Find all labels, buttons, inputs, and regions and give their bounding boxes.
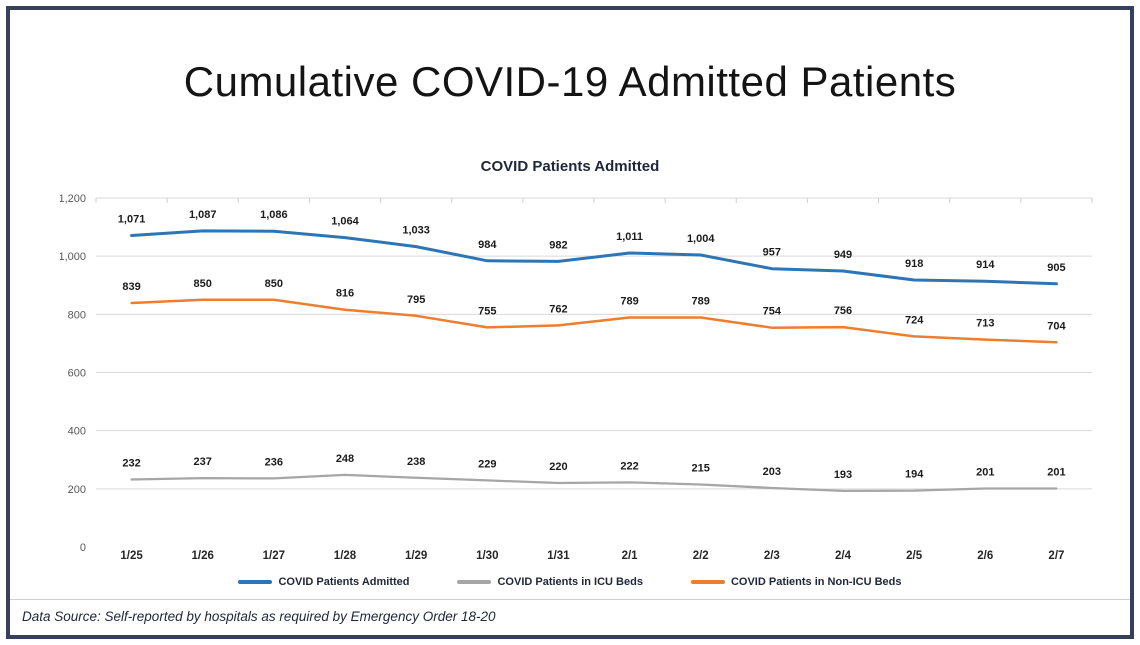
data-source-note: Data Source: Self-reported by hospitals … <box>10 599 1130 635</box>
data-label: 237 <box>194 456 212 468</box>
y-axis-tick-label: 600 <box>68 368 86 380</box>
data-label: 839 <box>122 281 140 293</box>
legend-item: COVID Patients Admitted <box>238 576 409 588</box>
data-label: 220 <box>549 461 567 473</box>
y-axis-tick-label: 1,200 <box>60 193 86 205</box>
series-line <box>130 229 1058 286</box>
data-label: 704 <box>1047 320 1066 332</box>
data-label: 248 <box>336 453 354 465</box>
data-label: 850 <box>194 278 212 290</box>
data-label: 816 <box>336 288 354 300</box>
series-line <box>130 298 1058 344</box>
data-label: 850 <box>265 278 283 290</box>
chart-title: COVID Patients Admitted <box>480 158 660 175</box>
data-label: 724 <box>905 314 924 326</box>
y-axis-tick-label: 1,000 <box>60 251 86 263</box>
chart-legend: COVID Patients Admitted COVID Patients in… <box>10 576 1130 588</box>
data-label: 795 <box>407 294 425 306</box>
data-label: 755 <box>478 305 496 317</box>
data-label: 1,064 <box>331 216 359 228</box>
data-label: 762 <box>549 303 567 315</box>
x-axis-label: 2/2 <box>693 550 709 562</box>
data-label: 984 <box>478 239 497 251</box>
x-axis-label: 2/6 <box>977 550 993 562</box>
x-axis-label: 2/3 <box>764 550 780 562</box>
x-axis-label: 2/4 <box>835 550 852 562</box>
data-label: 1,071 <box>118 214 146 226</box>
x-axis-label: 1/28 <box>334 550 357 562</box>
x-axis-label: 1/30 <box>476 550 498 562</box>
line-chart: 0 200 400 600 800 1,000 1,200 1,071 1,087 1,086 1,… <box>60 193 1093 562</box>
data-label: 232 <box>122 458 140 470</box>
data-label: 1,011 <box>616 231 643 243</box>
data-label: 203 <box>763 466 781 478</box>
data-label: 222 <box>620 460 638 472</box>
data-label: 1,086 <box>260 209 288 221</box>
data-label: 238 <box>407 456 425 468</box>
y-axis-tick-label: 200 <box>68 484 86 496</box>
data-label: 982 <box>549 239 567 251</box>
x-axis-label: 2/1 <box>622 550 639 562</box>
y-axis-tick-label: 400 <box>68 426 86 438</box>
data-label: 905 <box>1047 262 1065 274</box>
y-axis-tick-label: 0 <box>80 542 86 554</box>
data-label: 229 <box>478 458 496 470</box>
page-frame: Cumulative COVID-19 Admitted Patients CO… <box>6 6 1134 639</box>
legend-label: COVID Patients in Non-ICU Beds <box>730 576 902 588</box>
data-label: 957 <box>763 247 781 259</box>
legend-swatch <box>457 580 492 584</box>
legend-item: COVID Patients in ICU Beds <box>457 576 643 588</box>
data-label: 194 <box>905 469 924 481</box>
data-label: 789 <box>692 296 710 308</box>
data-label: 713 <box>976 318 994 330</box>
legend-swatch <box>238 580 273 584</box>
x-axis-label: 1/27 <box>263 550 285 562</box>
data-label: 215 <box>692 462 710 474</box>
data-label: 193 <box>834 469 852 481</box>
series-line <box>130 473 1058 493</box>
x-axis-label: 1/29 <box>405 550 427 562</box>
data-label: 756 <box>834 305 852 317</box>
data-label: 1,087 <box>189 209 217 221</box>
data-label: 236 <box>265 456 283 468</box>
legend-swatch <box>690 580 725 584</box>
legend-label: COVID Patients in ICU Beds <box>497 576 643 588</box>
legend-label: COVID Patients Admitted <box>278 576 410 588</box>
x-axis-label: 2/5 <box>906 550 923 562</box>
data-label: 201 <box>976 467 994 479</box>
data-label: 789 <box>620 296 638 308</box>
data-label: 914 <box>976 259 995 271</box>
x-axis-label: 2/7 <box>1048 550 1064 562</box>
data-label: 1,004 <box>687 233 715 245</box>
legend-item: COVID Patients in Non-ICU Beds <box>690 576 902 588</box>
data-label: 949 <box>834 249 852 261</box>
x-axis-label: 1/31 <box>547 550 570 562</box>
page-title: Cumulative COVID-19 Admitted Patients <box>183 58 957 105</box>
x-axis-label: 1/25 <box>120 550 143 562</box>
data-label: 201 <box>1047 467 1065 479</box>
data-label: 754 <box>763 306 782 318</box>
data-label: 1,033 <box>402 225 430 237</box>
x-axis-label: 1/26 <box>192 550 214 562</box>
data-label: 918 <box>905 258 923 270</box>
y-axis-tick-label: 800 <box>68 309 86 321</box>
